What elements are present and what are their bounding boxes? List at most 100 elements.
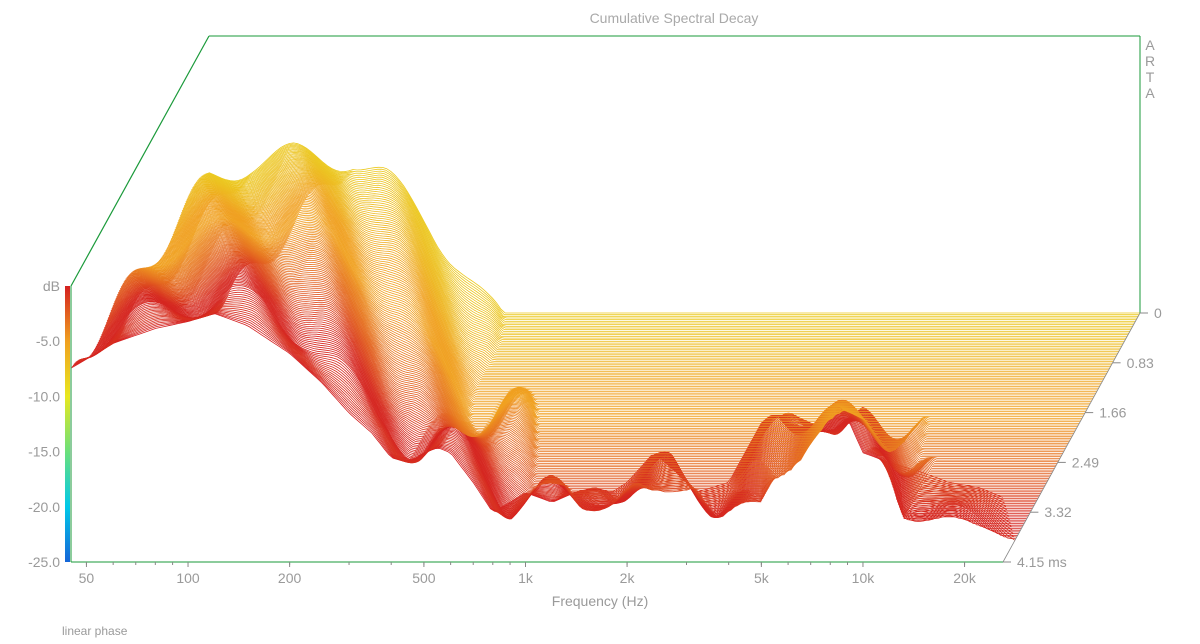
decay-slice xyxy=(207,143,1140,316)
decay-slice xyxy=(194,161,1126,341)
decay-slice xyxy=(202,150,1134,326)
decay-slice xyxy=(140,227,1072,438)
x-tick-label: 20k xyxy=(953,570,977,586)
decay-slice xyxy=(187,169,1119,352)
decay-surface xyxy=(70,142,1140,541)
decay-slice xyxy=(175,181,1107,374)
decay-slice xyxy=(161,198,1094,399)
x-tick-label: 500 xyxy=(412,570,436,586)
decay-slice xyxy=(184,172,1117,357)
db-axis: dB -5.0 -10.0 -15.0 -20.0 -25.0 xyxy=(28,278,60,570)
time-tick-label: 2.49 xyxy=(1072,454,1099,470)
decay-slice xyxy=(155,211,1087,411)
decay-slice xyxy=(149,219,1082,421)
decay-slice xyxy=(143,225,1075,433)
decay-slice xyxy=(182,174,1115,361)
x-tick-label: 1k xyxy=(518,570,534,586)
decay-slice xyxy=(138,229,1071,441)
decay-slice xyxy=(196,157,1128,336)
decay-slice xyxy=(157,207,1089,407)
time-axis-line xyxy=(1002,312,1141,563)
decay-slice xyxy=(156,209,1088,409)
decay-slice xyxy=(199,154,1131,331)
db-tick-label: -20.0 xyxy=(28,499,60,515)
decay-slice xyxy=(166,191,1098,391)
watermark-letter: A xyxy=(1145,85,1155,101)
x-axis-label: Frequency (Hz) xyxy=(552,593,648,609)
time-tick-label: 4.15 ms xyxy=(1017,554,1067,570)
decay-slice xyxy=(139,228,1071,439)
decay-slice xyxy=(200,153,1132,329)
decay-slice xyxy=(162,197,1094,397)
decay-slice xyxy=(208,142,1140,314)
decay-slice xyxy=(144,223,1077,429)
decay-slice xyxy=(164,194,1096,394)
decay-slice xyxy=(179,177,1112,366)
decay-slice xyxy=(197,156,1129,334)
time-tick-label: 1.66 xyxy=(1099,405,1126,421)
decay-slice xyxy=(193,162,1125,342)
decay-slice xyxy=(203,149,1135,324)
decay-slice xyxy=(152,216,1084,416)
decay-slice xyxy=(201,151,1133,327)
decay-slice xyxy=(191,164,1123,346)
x-tick-label: 10k xyxy=(852,570,876,586)
db-tick-label: -5.0 xyxy=(36,333,60,349)
decay-slice xyxy=(186,170,1118,354)
decay-slice xyxy=(205,147,1137,321)
decay-slice xyxy=(169,187,1102,384)
colorbar-strip xyxy=(65,286,70,562)
decay-slice xyxy=(159,202,1092,402)
time-axis: 0 0.83 1.66 2.49 3.32 4.15 ms xyxy=(1002,305,1162,570)
decay-slice xyxy=(198,155,1130,332)
time-tick-label: 3.32 xyxy=(1044,504,1071,520)
decay-slice xyxy=(176,180,1108,372)
decay-slice xyxy=(183,173,1116,359)
decay-slice xyxy=(178,179,1110,369)
x-tick-label: 200 xyxy=(278,570,302,586)
decay-slice xyxy=(142,226,1074,434)
decay-slice xyxy=(173,183,1106,377)
x-tick-label: 100 xyxy=(176,570,200,586)
decay-slice xyxy=(153,214,1085,414)
decay-slice xyxy=(189,166,1121,349)
time-tick-label: 0.83 xyxy=(1127,355,1154,371)
decay-slice xyxy=(150,218,1083,419)
decay-slice xyxy=(165,192,1097,392)
decay-slice xyxy=(170,186,1103,382)
decay-slice xyxy=(145,222,1078,427)
decay-slice xyxy=(158,204,1091,404)
watermark-letter: A xyxy=(1145,37,1155,53)
decay-slice xyxy=(188,167,1120,351)
decay-slice xyxy=(144,224,1076,431)
decay-slice xyxy=(151,217,1083,417)
x-tick-label: 5k xyxy=(754,570,770,586)
decay-slice xyxy=(147,220,1080,424)
decay-slice xyxy=(171,185,1104,381)
decay-slice xyxy=(181,175,1114,362)
db-tick-label: -15.0 xyxy=(28,444,60,460)
decay-slice xyxy=(177,179,1109,371)
chart-title: Cumulative Spectral Decay xyxy=(590,10,759,26)
decay-slice xyxy=(148,220,1081,422)
x-tick-label: 50 xyxy=(79,570,95,586)
decay-slice xyxy=(160,200,1093,401)
decay-slice xyxy=(179,178,1111,367)
decay-slice xyxy=(172,184,1105,379)
decay-slice xyxy=(190,165,1122,347)
decay-slice xyxy=(137,230,1070,443)
decay-slice xyxy=(167,189,1100,387)
decay-slice xyxy=(174,182,1106,376)
decay-slice xyxy=(206,146,1138,319)
db-colorbar xyxy=(65,286,70,562)
decay-slice xyxy=(194,160,1127,339)
db-tick-label: -25.0 xyxy=(28,554,60,570)
frequency-axis: 50 100 200 500 1k 2k 5k 10k 20k xyxy=(79,562,977,586)
decay-slice xyxy=(154,213,1086,412)
decay-slice xyxy=(204,148,1136,322)
decay-slice xyxy=(185,171,1117,356)
decay-slice xyxy=(180,176,1113,364)
x-tick-label: 2k xyxy=(620,570,636,586)
decay-slice xyxy=(146,221,1079,426)
